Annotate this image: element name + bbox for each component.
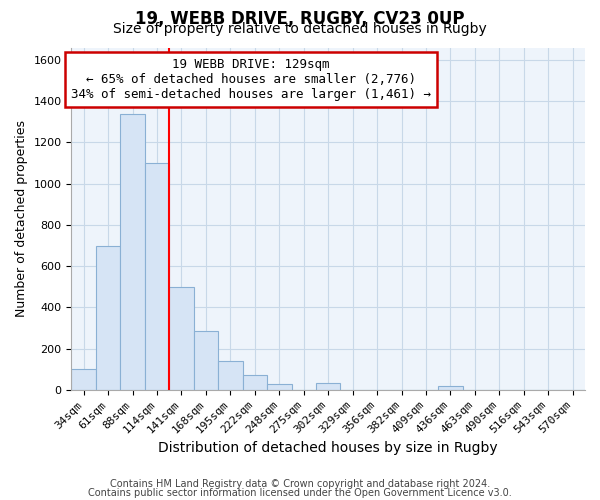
Bar — [96, 246, 121, 390]
Y-axis label: Number of detached properties: Number of detached properties — [15, 120, 28, 318]
Bar — [71, 370, 96, 390]
Text: Contains HM Land Registry data © Crown copyright and database right 2024.: Contains HM Land Registry data © Crown c… — [110, 479, 490, 489]
X-axis label: Distribution of detached houses by size in Rugby: Distribution of detached houses by size … — [158, 441, 498, 455]
Bar — [194, 331, 218, 390]
Bar — [145, 163, 169, 390]
Text: 19 WEBB DRIVE: 129sqm
← 65% of detached houses are smaller (2,776)
34% of semi-d: 19 WEBB DRIVE: 129sqm ← 65% of detached … — [71, 58, 431, 101]
Bar — [267, 384, 292, 390]
Bar — [218, 361, 242, 390]
Text: Contains public sector information licensed under the Open Government Licence v3: Contains public sector information licen… — [88, 488, 512, 498]
Bar — [121, 114, 145, 390]
Bar — [316, 383, 340, 390]
Bar — [438, 386, 463, 390]
Bar — [242, 374, 267, 390]
Text: 19, WEBB DRIVE, RUGBY, CV23 0UP: 19, WEBB DRIVE, RUGBY, CV23 0UP — [135, 10, 465, 28]
Text: Size of property relative to detached houses in Rugby: Size of property relative to detached ho… — [113, 22, 487, 36]
Bar — [169, 287, 194, 390]
